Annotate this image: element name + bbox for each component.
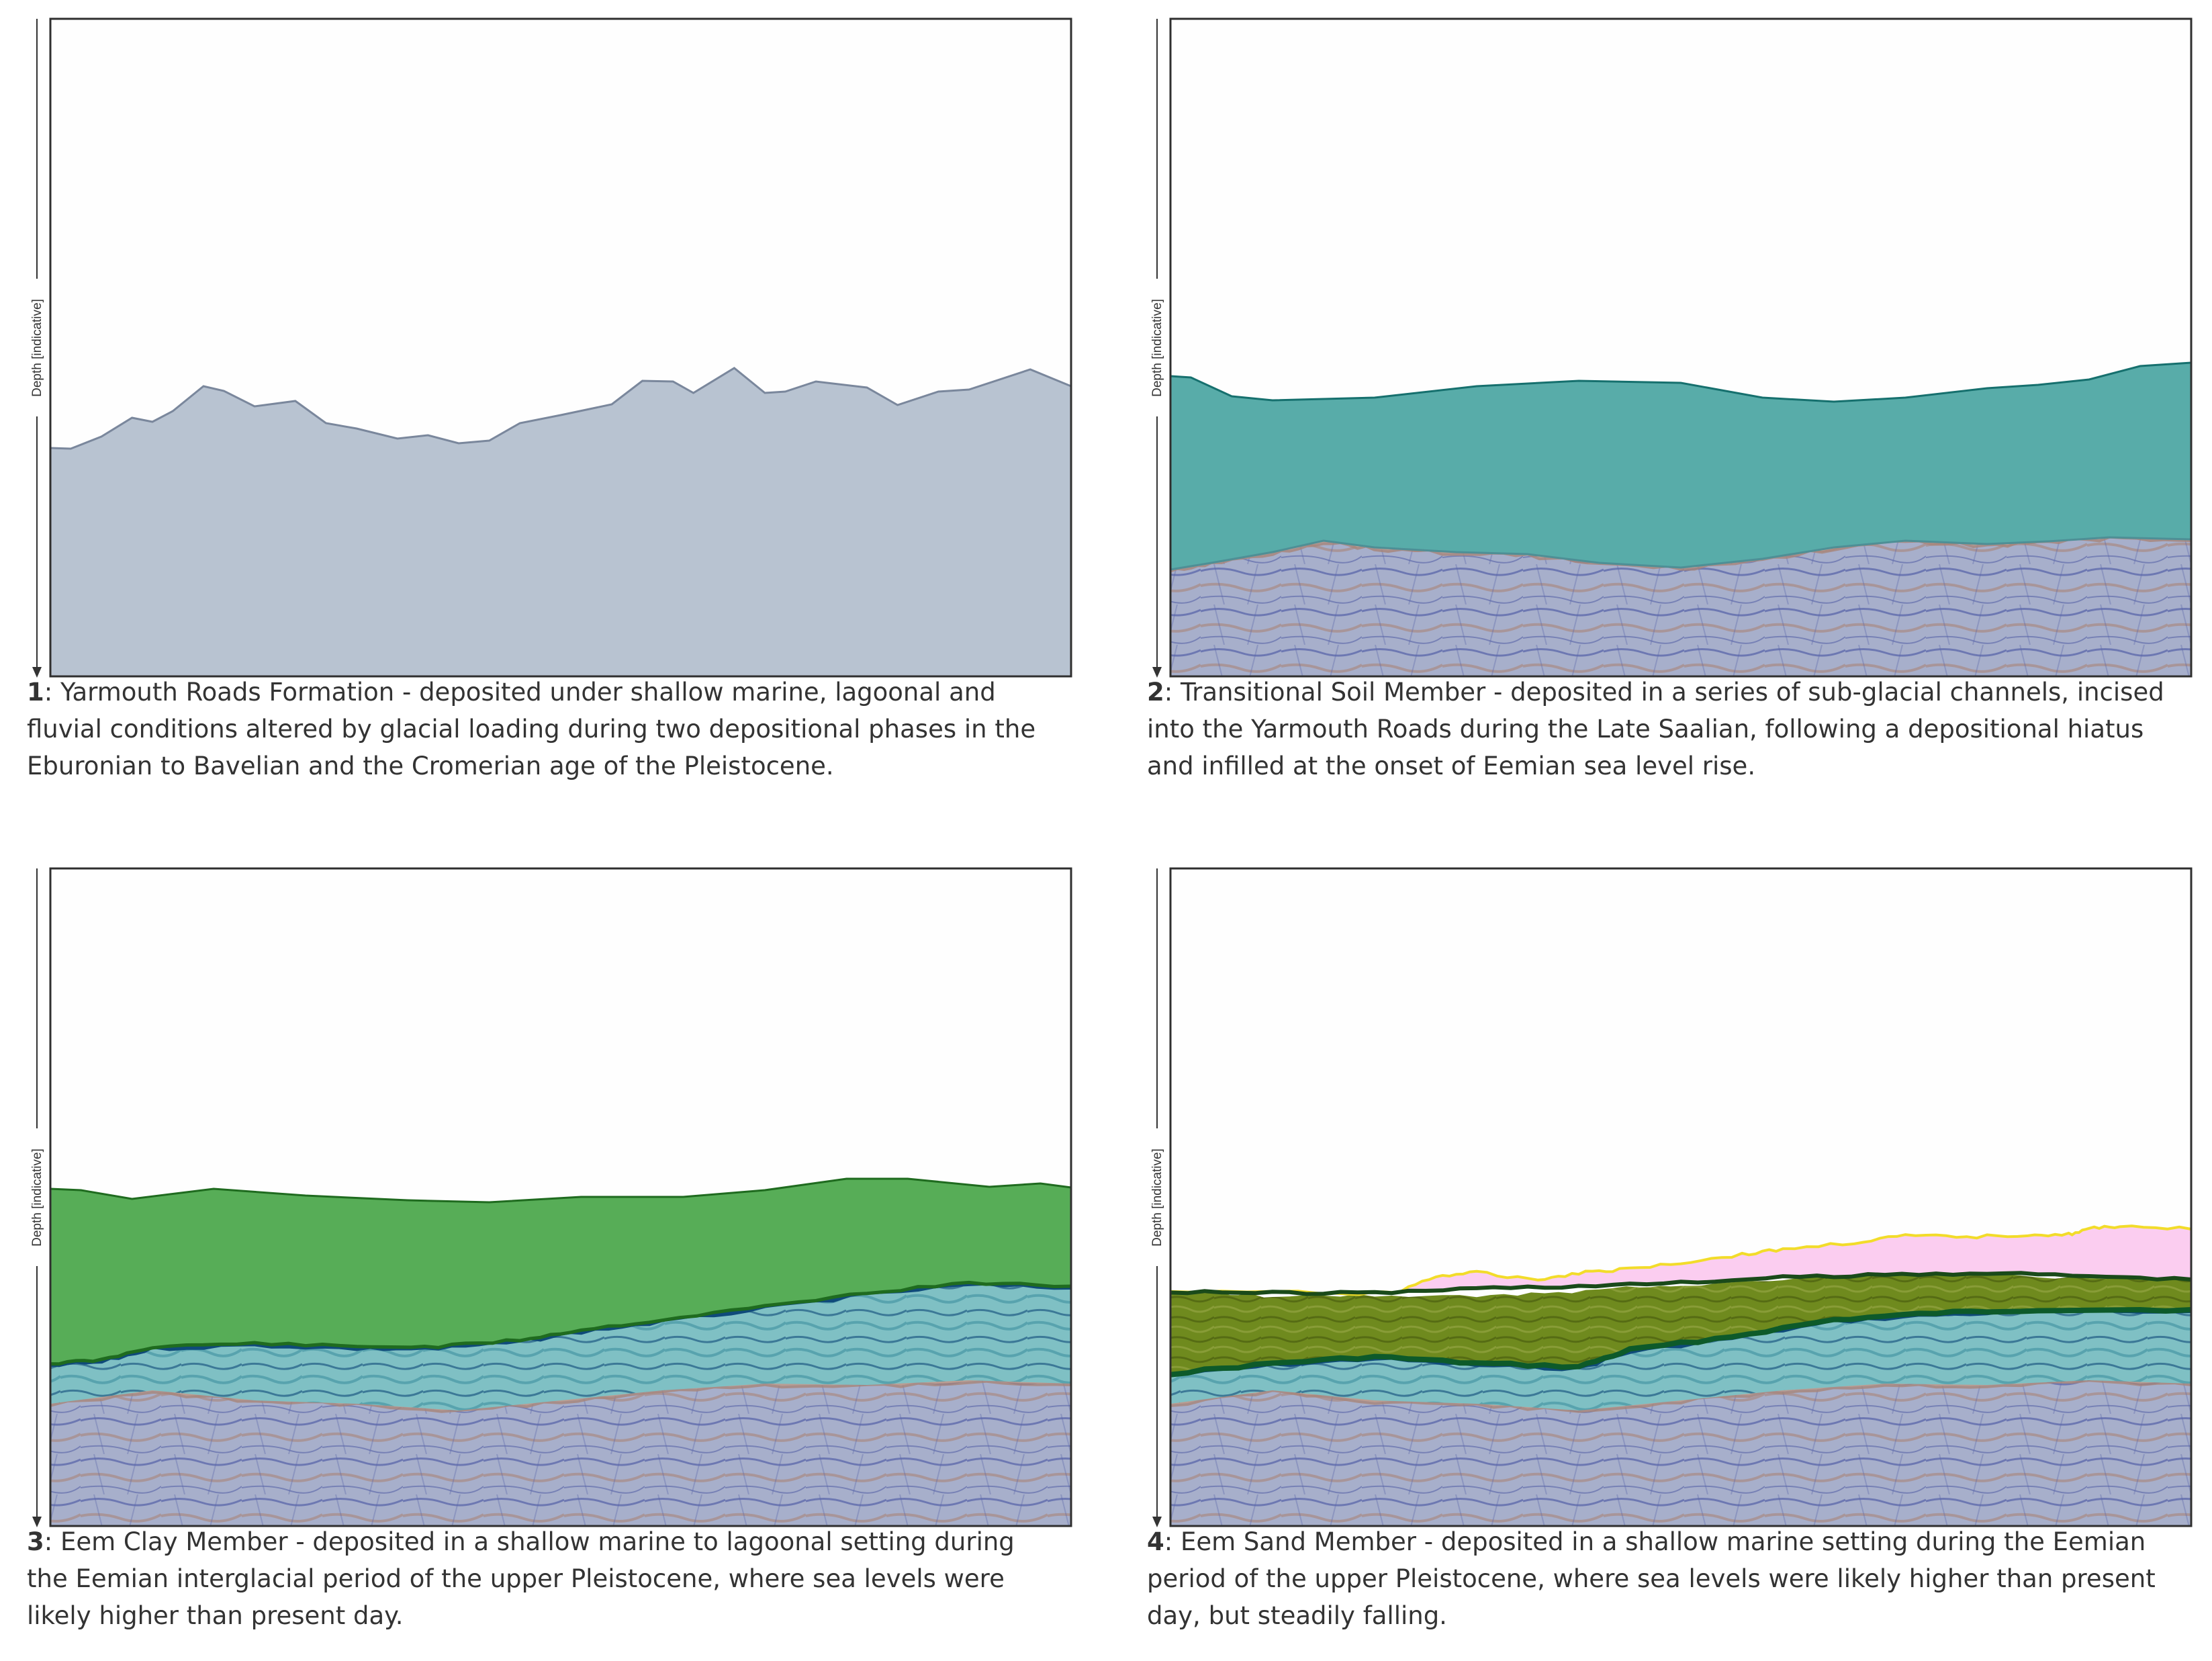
cross-section-3: Depth [indicative] xyxy=(30,867,1072,1527)
eem-clay-top-line xyxy=(50,1177,1072,1204)
caption-number-3: 3 xyxy=(27,1527,44,1556)
plot-frame xyxy=(49,17,1072,678)
yarmouth-top-reflector xyxy=(1170,1376,2192,1413)
panel-4: Depth [indicative] 4: Eem Sand Member - … xyxy=(1120,850,2193,1642)
down-arrow-icon xyxy=(1152,667,1162,678)
transitional-soil-layer xyxy=(1170,363,2191,570)
eem-clay-seismic-layer xyxy=(1170,1271,2191,1374)
yarmouth-seismic-layer xyxy=(1170,535,2191,676)
cross-section-1: Depth [indicative] xyxy=(30,17,1072,678)
caption-text-4: : Eem Sand Member - deposited in a shall… xyxy=(1147,1527,2156,1630)
down-arrow-icon xyxy=(1152,1517,1162,1527)
panel-1: Depth [indicative] 1: Yarmouth Roads For… xyxy=(0,0,1072,793)
panel-2: Depth [indicative] 2: Transitional Soil … xyxy=(1120,0,2193,793)
plot-frame xyxy=(1169,867,2193,1527)
caption-number-1: 1 xyxy=(27,678,44,707)
caption-number-4: 4 xyxy=(1147,1527,1164,1556)
cross-section-2: Depth [indicative] xyxy=(1150,17,2193,678)
yarmouth-seismic-layer xyxy=(1170,1379,2191,1526)
down-arrow-icon xyxy=(32,1517,42,1527)
transitional-seismic-layer xyxy=(1170,1308,2191,1410)
caption-1: 1: Yarmouth Roads Formation - deposited … xyxy=(27,674,1051,784)
transitional-top-line xyxy=(1170,361,2192,403)
caption-number-2: 2 xyxy=(1147,678,1164,707)
eem-sand-layer xyxy=(1170,1226,2191,1295)
plot-frame xyxy=(49,867,1072,1527)
caption-text-1: : Yarmouth Roads Formation - deposited u… xyxy=(27,678,1036,780)
caption-3: 3: Eem Clay Member - deposited in a shal… xyxy=(27,1523,1051,1634)
depth-axis-label: Depth [indicative] xyxy=(1150,1149,1164,1247)
transitional-base-line xyxy=(1170,536,2192,571)
caption-2: 2: Transitional Soil Member - deposited … xyxy=(1147,674,2171,784)
down-arrow-icon xyxy=(32,667,42,678)
plot-frame xyxy=(1169,17,2193,678)
yarmouth-roads-layer xyxy=(50,368,1071,676)
caption-4: 4: Eem Sand Member - deposited in a shal… xyxy=(1147,1523,2171,1634)
caption-text-2: : Transitional Soil Member - deposited i… xyxy=(1147,678,2164,780)
panel-3: Depth [indicative] 3: Eem Clay Member - … xyxy=(0,850,1072,1642)
cross-section-4: Depth [indicative] xyxy=(1150,867,2193,1527)
eem-clay-base-line xyxy=(50,1280,1072,1366)
caption-text-3: : Eem Clay Member - deposited in a shall… xyxy=(27,1527,1015,1630)
yarmouth-top-line xyxy=(50,367,1072,450)
eem-clay-base-reflector xyxy=(1170,1306,2192,1378)
depth-axis-label: Depth [indicative] xyxy=(30,299,44,397)
eem-clay-layer xyxy=(50,1179,1071,1363)
depth-axis-label: Depth [indicative] xyxy=(1150,299,1164,397)
depth-axis-label: Depth [indicative] xyxy=(30,1149,44,1247)
eem-sand-top-line xyxy=(1170,1224,2192,1296)
yarmouth-seismic-layer xyxy=(50,1380,1071,1526)
eem-sand-base-line xyxy=(1170,1271,2192,1296)
transitional-seismic-layer xyxy=(50,1282,1071,1410)
